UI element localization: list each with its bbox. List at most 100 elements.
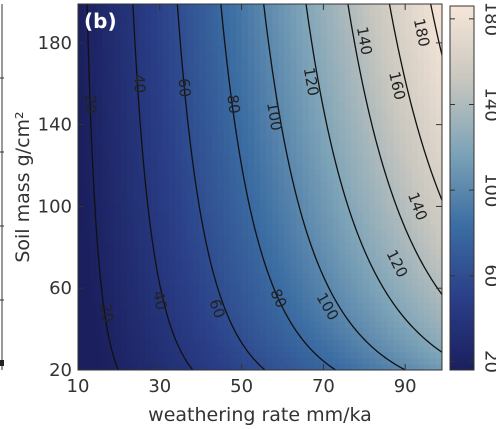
heatmap-cell xyxy=(375,284,382,292)
heatmap-cell xyxy=(332,4,340,11)
heatmap-cell xyxy=(296,351,304,359)
heatmap-cell xyxy=(405,302,413,310)
heatmap-cell xyxy=(211,363,219,370)
heatmap-cell xyxy=(199,284,206,292)
heatmap-cell xyxy=(247,266,255,273)
heatmap-cell xyxy=(344,235,352,243)
heatmap-cell xyxy=(381,260,388,267)
heatmap-cell xyxy=(302,138,310,145)
heatmap-cell xyxy=(393,83,401,90)
heatmap-cell xyxy=(120,144,128,151)
heatmap-cell xyxy=(205,77,213,84)
heatmap-cell xyxy=(150,83,158,90)
heatmap-cell xyxy=(320,65,328,72)
heatmap-cell xyxy=(302,83,310,90)
heatmap-cell xyxy=(96,89,103,97)
heatmap-cell xyxy=(90,101,97,109)
heatmap-cell xyxy=(399,235,407,243)
heatmap-cell xyxy=(435,339,442,347)
heatmap-cell xyxy=(266,180,273,188)
heatmap-cell xyxy=(241,22,249,29)
heatmap-cell xyxy=(132,193,140,200)
heatmap-cell xyxy=(387,315,395,322)
heatmap-cell xyxy=(175,180,182,188)
heatmap-cell xyxy=(369,327,376,334)
heatmap-cell xyxy=(199,302,206,310)
heatmap-cell xyxy=(320,101,328,109)
heatmap-cell xyxy=(351,107,358,115)
heatmap-cell xyxy=(253,363,261,370)
heatmap-cell xyxy=(344,119,352,127)
heatmap-cell xyxy=(169,71,176,78)
heatmap-cell xyxy=(393,229,401,237)
heatmap-cell xyxy=(272,284,279,292)
heatmap-cell xyxy=(120,284,128,292)
heatmap-cell xyxy=(235,52,243,60)
heatmap-cell xyxy=(223,205,231,212)
heatmap-cell xyxy=(284,357,291,365)
heatmap-cell xyxy=(241,58,249,66)
heatmap-cell xyxy=(211,22,219,29)
heatmap-cell xyxy=(326,248,334,255)
heatmap-cell xyxy=(260,28,267,36)
heatmap-cell xyxy=(302,4,310,11)
heatmap-cell xyxy=(393,28,401,36)
heatmap-cell xyxy=(187,101,194,109)
heatmap-cell xyxy=(290,199,297,206)
heatmap-cell xyxy=(296,101,304,109)
heatmap-cell xyxy=(187,65,194,72)
heatmap-cell xyxy=(193,28,200,36)
heatmap-cell xyxy=(296,363,304,370)
heatmap-cell xyxy=(169,296,176,304)
heatmap-cell xyxy=(357,351,364,359)
heatmap-cell xyxy=(338,150,346,158)
heatmap-cell xyxy=(393,107,401,115)
heatmap-cell xyxy=(229,327,237,334)
heatmap-cell xyxy=(205,101,213,109)
heatmap-cell xyxy=(150,174,158,182)
heatmap-cell xyxy=(175,119,182,127)
heatmap-cell xyxy=(405,199,413,206)
heatmap-cell xyxy=(138,241,146,249)
heatmap-cell xyxy=(429,113,437,121)
heatmap-cell xyxy=(150,126,158,133)
heatmap-cell xyxy=(423,315,431,322)
heatmap-cell xyxy=(229,77,237,84)
heatmap-cell xyxy=(369,241,376,249)
heatmap-cell xyxy=(217,302,225,310)
heatmap-cell xyxy=(247,162,255,170)
heatmap-cell xyxy=(235,46,243,54)
heatmap-cell xyxy=(387,351,395,359)
heatmap-cell xyxy=(393,162,401,170)
heatmap-cell xyxy=(193,168,200,176)
heatmap-cell xyxy=(272,46,279,54)
heatmap-cell xyxy=(351,89,358,97)
heatmap-cell xyxy=(253,58,261,66)
heatmap-cell xyxy=(187,254,194,261)
heatmap-cell xyxy=(399,345,407,353)
heatmap-cell xyxy=(351,278,358,286)
heatmap-cell xyxy=(126,363,134,370)
heatmap-cell xyxy=(114,284,122,292)
heatmap-cell xyxy=(375,357,382,365)
heatmap-cell xyxy=(284,77,291,84)
heatmap-cell xyxy=(199,65,206,72)
heatmap-cell xyxy=(302,315,310,322)
heatmap-cell xyxy=(247,357,255,365)
heatmap-cell xyxy=(108,205,115,212)
heatmap-cell xyxy=(78,254,85,261)
heatmap-cell xyxy=(308,235,316,243)
heatmap-cell xyxy=(120,58,128,66)
heatmap-cell xyxy=(369,107,376,115)
heatmap-cell xyxy=(187,132,194,139)
heatmap-cell xyxy=(78,46,85,54)
heatmap-cell xyxy=(363,205,370,212)
heatmap-cell xyxy=(429,339,437,347)
heatmap-cell xyxy=(211,290,219,298)
heatmap-cell xyxy=(241,83,249,90)
heatmap-cell xyxy=(156,260,164,267)
heatmap-cell xyxy=(351,272,358,280)
heatmap-cell xyxy=(78,138,85,145)
heatmap-cell xyxy=(302,266,310,273)
heatmap-cell xyxy=(351,46,358,54)
